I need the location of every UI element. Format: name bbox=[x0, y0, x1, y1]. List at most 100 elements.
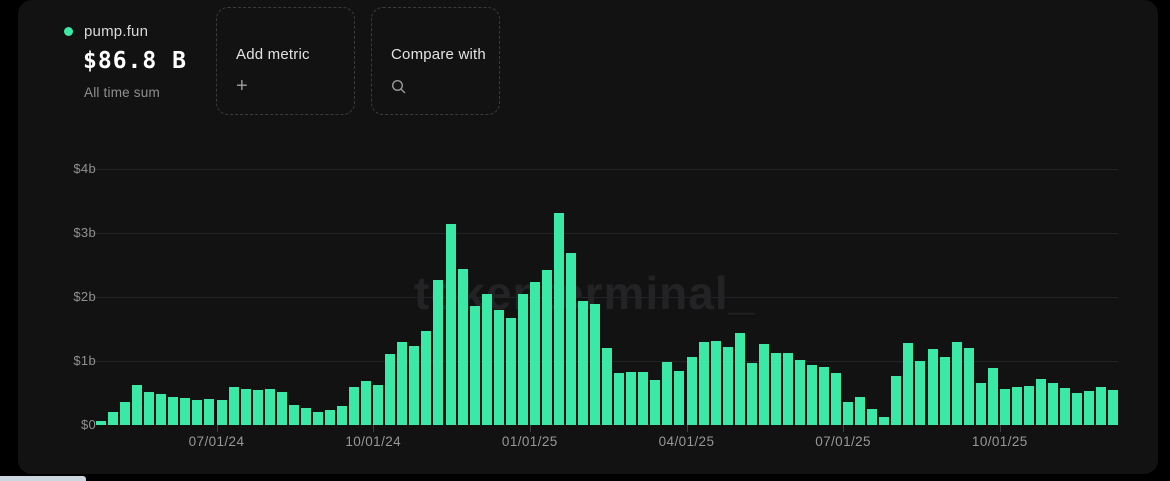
bar-week-59[interactable] bbox=[807, 365, 817, 425]
bar-week-28[interactable] bbox=[433, 280, 444, 425]
bar-week-21[interactable] bbox=[349, 387, 360, 425]
bar-week-42[interactable] bbox=[602, 348, 613, 425]
y-axis-label: $3b bbox=[73, 225, 96, 240]
bar-week-46[interactable] bbox=[650, 380, 661, 425]
bar-week-71[interactable] bbox=[951, 342, 962, 425]
bar-week-66[interactable] bbox=[891, 376, 902, 425]
bar-week-62[interactable] bbox=[843, 402, 854, 425]
bar-week-51[interactable] bbox=[710, 341, 721, 425]
bar-week-16[interactable] bbox=[288, 405, 299, 425]
bar-week-73[interactable] bbox=[975, 383, 986, 425]
bar-week-7[interactable] bbox=[180, 398, 191, 425]
bar-week-5[interactable] bbox=[156, 394, 167, 425]
bar-week-52[interactable] bbox=[722, 347, 733, 425]
bar-week-40[interactable] bbox=[578, 301, 588, 425]
bar-week-39[interactable] bbox=[566, 253, 576, 425]
bar-week-22[interactable] bbox=[361, 381, 372, 425]
bar-week-60[interactable] bbox=[819, 367, 829, 425]
bar-week-79[interactable] bbox=[1048, 383, 1058, 425]
bar-week-56[interactable] bbox=[770, 353, 781, 425]
bar-week-55[interactable] bbox=[758, 344, 769, 425]
series-legend[interactable]: pump.fun bbox=[64, 23, 148, 40]
bar-week-67[interactable] bbox=[903, 343, 914, 425]
bar-week-13[interactable] bbox=[252, 390, 263, 425]
bar-week-48[interactable] bbox=[674, 371, 685, 425]
bar-week-14[interactable] bbox=[264, 389, 275, 425]
bar-week-31[interactable] bbox=[469, 306, 480, 425]
bar-week-49[interactable] bbox=[686, 357, 697, 425]
bar-week-30[interactable] bbox=[457, 269, 468, 425]
bar-week-57[interactable] bbox=[782, 353, 793, 425]
add-metric-button[interactable]: Add metric + bbox=[216, 7, 355, 115]
x-axis-tick bbox=[999, 425, 1001, 432]
bar-week-0[interactable] bbox=[96, 421, 106, 425]
bar-week-17[interactable] bbox=[300, 408, 311, 425]
bar-week-76[interactable] bbox=[1011, 387, 1022, 425]
bar-week-45[interactable] bbox=[638, 372, 649, 425]
bar-week-25[interactable] bbox=[397, 342, 408, 425]
bar-week-65[interactable] bbox=[879, 417, 890, 425]
bar-week-64[interactable] bbox=[867, 409, 878, 425]
bar-week-19[interactable] bbox=[325, 410, 335, 425]
bar-week-83[interactable] bbox=[1096, 387, 1107, 425]
gridline-3b bbox=[88, 233, 1118, 234]
bar-week-3[interactable] bbox=[132, 385, 143, 425]
bar-week-36[interactable] bbox=[529, 282, 540, 425]
bar-week-20[interactable] bbox=[337, 406, 347, 425]
bar-week-38[interactable] bbox=[553, 213, 564, 425]
bar-week-43[interactable] bbox=[614, 373, 625, 425]
bar-week-50[interactable] bbox=[698, 342, 709, 425]
bar-week-11[interactable] bbox=[228, 387, 239, 425]
bar-week-24[interactable] bbox=[385, 354, 396, 425]
bar-week-61[interactable] bbox=[831, 373, 842, 425]
bar-week-10[interactable] bbox=[216, 400, 227, 425]
bar-week-1[interactable] bbox=[108, 412, 118, 425]
bar-week-44[interactable] bbox=[626, 372, 637, 425]
bar-week-26[interactable] bbox=[409, 346, 420, 425]
compare-with-button[interactable]: Compare with bbox=[371, 7, 500, 115]
bar-week-37[interactable] bbox=[541, 270, 552, 425]
y-axis-label: $0 bbox=[80, 417, 96, 432]
bar-week-33[interactable] bbox=[493, 310, 504, 425]
bar-week-80[interactable] bbox=[1060, 388, 1070, 425]
bar-week-29[interactable] bbox=[445, 224, 456, 425]
bar-week-53[interactable] bbox=[734, 333, 745, 425]
bar-week-63[interactable] bbox=[855, 397, 866, 425]
bar-week-77[interactable] bbox=[1023, 386, 1034, 425]
bar-week-74[interactable] bbox=[987, 368, 998, 425]
bar-week-34[interactable] bbox=[505, 318, 516, 425]
bar-week-12[interactable] bbox=[240, 389, 251, 425]
bar-week-41[interactable] bbox=[590, 304, 600, 425]
bar-week-47[interactable] bbox=[662, 362, 673, 425]
x-axis-tick bbox=[843, 425, 845, 432]
bar-week-35[interactable] bbox=[517, 294, 528, 425]
x-axis-label: 04/01/25 bbox=[658, 434, 715, 449]
x-axis-tick bbox=[216, 425, 218, 432]
add-metric-label: Add metric bbox=[236, 45, 310, 63]
bar-week-6[interactable] bbox=[168, 397, 179, 425]
bar-week-2[interactable] bbox=[120, 402, 131, 425]
x-axis-label: 10/01/24 bbox=[345, 434, 402, 449]
bar-week-75[interactable] bbox=[999, 389, 1010, 425]
bar-week-8[interactable] bbox=[192, 400, 203, 425]
x-axis-tick bbox=[373, 425, 375, 432]
bar-week-4[interactable] bbox=[144, 392, 155, 425]
bar-week-27[interactable] bbox=[421, 331, 432, 425]
bar-week-9[interactable] bbox=[204, 399, 215, 425]
series-caption: All time sum bbox=[84, 85, 160, 100]
bar-week-78[interactable] bbox=[1035, 379, 1046, 425]
bar-week-70[interactable] bbox=[939, 357, 950, 425]
bar-week-23[interactable] bbox=[373, 385, 384, 425]
bar-week-69[interactable] bbox=[927, 349, 938, 425]
bar-week-82[interactable] bbox=[1084, 391, 1095, 425]
bar-week-84[interactable] bbox=[1108, 390, 1119, 425]
bar-week-72[interactable] bbox=[963, 348, 974, 425]
plus-icon: + bbox=[236, 74, 248, 97]
bar-week-32[interactable] bbox=[481, 294, 492, 425]
bar-week-58[interactable] bbox=[794, 360, 805, 425]
bar-week-15[interactable] bbox=[276, 392, 287, 425]
bar-week-81[interactable] bbox=[1072, 393, 1083, 425]
bar-week-54[interactable] bbox=[746, 363, 757, 425]
bar-week-18[interactable] bbox=[312, 412, 323, 425]
bar-week-68[interactable] bbox=[915, 361, 926, 425]
